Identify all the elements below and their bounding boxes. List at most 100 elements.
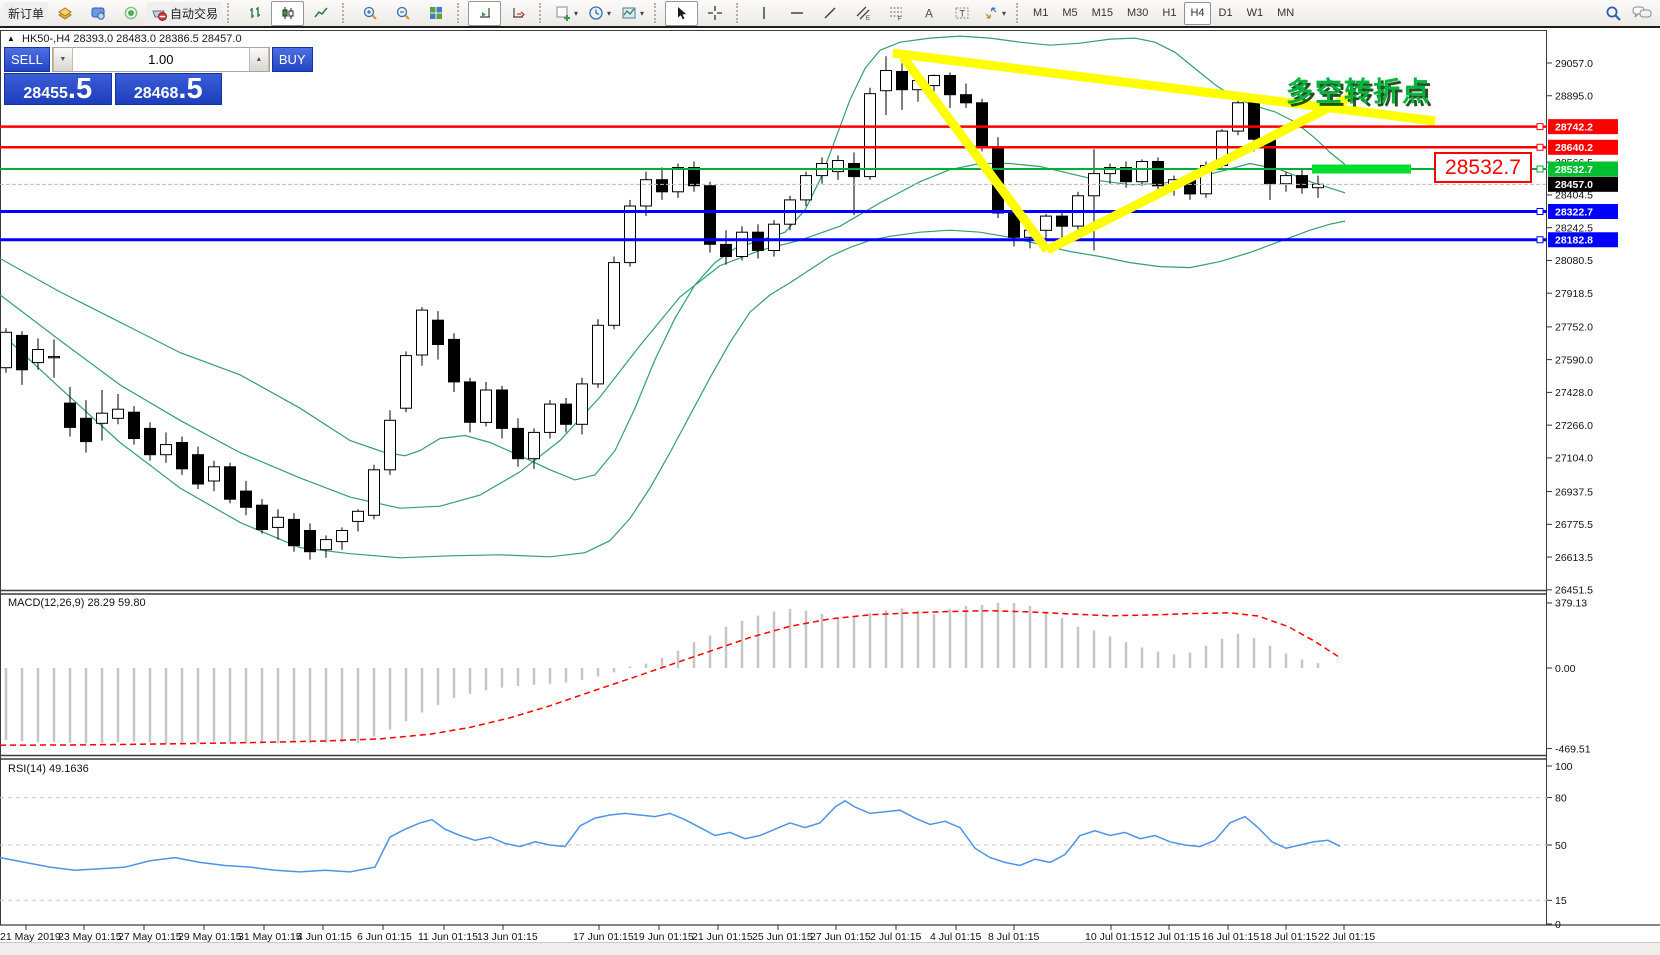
- fibonacci-tool-icon[interactable]: F: [879, 1, 912, 26]
- search-icon[interactable]: [1605, 5, 1622, 22]
- timeframe-H1[interactable]: H1: [1162, 7, 1177, 19]
- timeframe-MN[interactable]: MN: [1277, 7, 1295, 19]
- svg-text:27266.0: 27266.0: [1555, 420, 1593, 432]
- chart-shift-icon[interactable]: [501, 1, 534, 26]
- buy-price-dec: .5: [178, 73, 203, 105]
- axis-chip-28532.7: [1548, 161, 1618, 177]
- timeframe-W1[interactable]: W1: [1246, 7, 1264, 19]
- time-label: 22 Jul 01:15: [1318, 931, 1375, 943]
- chart-canvas[interactable]: 29057.028895.028566.528404.528242.528080…: [0, 30, 1660, 955]
- timeframe-M15[interactable]: M15: [1091, 7, 1113, 19]
- volume-up-button[interactable]: ▲: [248, 48, 269, 71]
- arrows-tool-icon[interactable]: ▾: [978, 1, 1011, 26]
- svg-text:28640.2: 28640.2: [1555, 142, 1593, 154]
- svg-text:379.13: 379.13: [1555, 598, 1587, 610]
- horizontal-line-tool-icon[interactable]: [780, 1, 813, 26]
- status-bar: [0, 942, 1660, 955]
- toolbar-grip: [539, 3, 545, 23]
- line-chart-type-icon[interactable]: [304, 1, 337, 26]
- turning-point-annotation: 多空转折点: [1286, 77, 1431, 107]
- cursor-icon[interactable]: [665, 0, 699, 26]
- yellow-trendline-2: [899, 54, 1051, 253]
- time-label: 17 Jun 01:15: [573, 931, 634, 943]
- svg-text:0.00: 0.00: [1555, 663, 1576, 675]
- time-label: 19 Jun 01:15: [633, 931, 694, 943]
- trendline-tool-icon[interactable]: [813, 1, 846, 26]
- zoom-in-icon[interactable]: [353, 1, 386, 26]
- svg-text:28322.7: 28322.7: [1555, 206, 1593, 218]
- auto-trading-icon: [152, 10, 168, 21]
- candles: [0, 56, 1324, 560]
- timeframe-M30[interactable]: M30: [1127, 7, 1149, 19]
- timeframe-D1[interactable]: D1: [1218, 7, 1233, 19]
- tile-windows-icon[interactable]: [419, 1, 452, 26]
- timeframe-M1[interactable]: M1: [1033, 7, 1049, 19]
- time-label: 11 Jun 01:15: [418, 931, 478, 943]
- svg-text:15: 15: [1555, 895, 1567, 907]
- svg-text:F: F: [898, 17, 902, 22]
- svg-text:26451.5: 26451.5: [1555, 585, 1593, 597]
- time-label: 6 Jun 01:15: [357, 931, 412, 943]
- time-label: 12 Jul 01:15: [1143, 931, 1200, 943]
- chart-profile-icon[interactable]: [48, 1, 81, 26]
- time-label: 8 Jul 01:15: [988, 931, 1040, 943]
- sell-price[interactable]: 28455.5: [4, 73, 112, 105]
- volume-down-button[interactable]: ▼: [52, 48, 73, 71]
- indicators-button[interactable]: ▾: [550, 1, 583, 26]
- svg-text:50: 50: [1555, 840, 1567, 852]
- yellow-trendline-3: [1044, 91, 1355, 255]
- periods-button[interactable]: ▾: [583, 1, 616, 26]
- time-label: 27 Jun 01:15: [810, 931, 871, 943]
- timeframe-group: M1 M5 M15 M30 H1 H4 D1 W1 MN: [1027, 1, 1300, 25]
- time-label: 4 Jul 01:15: [930, 931, 982, 943]
- time-label: 27 May 01:15: [118, 931, 182, 943]
- toolbar-grip: [342, 3, 348, 23]
- crosshair-icon[interactable]: [698, 1, 731, 26]
- svg-text:28404.5: 28404.5: [1555, 190, 1593, 202]
- text-tool-icon[interactable]: A: [912, 1, 945, 26]
- timeframe-H4[interactable]: H4: [1184, 1, 1211, 25]
- svg-text:26937.5: 26937.5: [1555, 486, 1593, 498]
- axis-chip-28640.2: [1548, 139, 1618, 155]
- dropdown-caret-icon: ▾: [640, 8, 645, 18]
- price-tag-annotation: 28532.7: [1434, 152, 1532, 183]
- zoom-out-icon[interactable]: [386, 1, 419, 26]
- buy-price[interactable]: 28468.5: [114, 73, 222, 105]
- bar-chart-type-icon[interactable]: [238, 1, 271, 26]
- text-label-tool-icon[interactable]: T: [945, 1, 978, 26]
- templates-button[interactable]: ▾: [616, 1, 649, 26]
- axis-chip-28182.8: [1548, 232, 1618, 248]
- sell-price-dec: .5: [67, 73, 93, 105]
- time-label: 23 May 01:15: [58, 931, 122, 943]
- dropdown-caret-icon: ▾: [574, 8, 579, 18]
- macd-histogram: [4, 602, 1320, 744]
- channel-tool-icon[interactable]: E: [846, 1, 879, 26]
- svg-text:28080.5: 28080.5: [1555, 255, 1593, 267]
- buy-button[interactable]: BUY: [271, 47, 313, 72]
- dropdown-caret-icon: ▾: [1002, 8, 1007, 18]
- vertical-line-tool-icon[interactable]: [747, 1, 780, 26]
- candlestick-chart-type-icon[interactable]: [271, 0, 305, 26]
- svg-text:T: T: [959, 9, 965, 19]
- sell-button[interactable]: SELL: [4, 47, 50, 72]
- market-watch-icon[interactable]: [81, 1, 114, 26]
- auto-trading-button[interactable]: 自动交易: [147, 1, 223, 25]
- svg-text:27428.0: 27428.0: [1555, 387, 1593, 399]
- bollinger-lower: [0, 220, 1346, 559]
- signal-icon[interactable]: [114, 1, 147, 26]
- toolbar-grip: [227, 3, 233, 23]
- volume-input[interactable]: [72, 48, 249, 71]
- svg-text:27752.0: 27752.0: [1555, 322, 1593, 334]
- time-label: 10 Jul 01:15: [1085, 931, 1142, 943]
- timeframe-M5[interactable]: M5: [1062, 7, 1078, 19]
- one-click-collapse-icon[interactable]: ▲: [7, 34, 15, 43]
- auto-scroll-icon[interactable]: [468, 0, 502, 26]
- one-click-trading-panel: SELL ▼ ▲ BUY 28455.5 28468.5: [4, 47, 313, 105]
- svg-text:27590.0: 27590.0: [1555, 354, 1593, 366]
- chat-icon[interactable]: [1632, 5, 1652, 21]
- svg-text:28242.5: 28242.5: [1555, 222, 1593, 234]
- svg-text:100: 100: [1555, 761, 1573, 773]
- time-label: 31 May 01:15: [238, 931, 302, 943]
- rsi-line: [0, 799, 1341, 873]
- new-order-button[interactable]: 新订单: [4, 1, 49, 25]
